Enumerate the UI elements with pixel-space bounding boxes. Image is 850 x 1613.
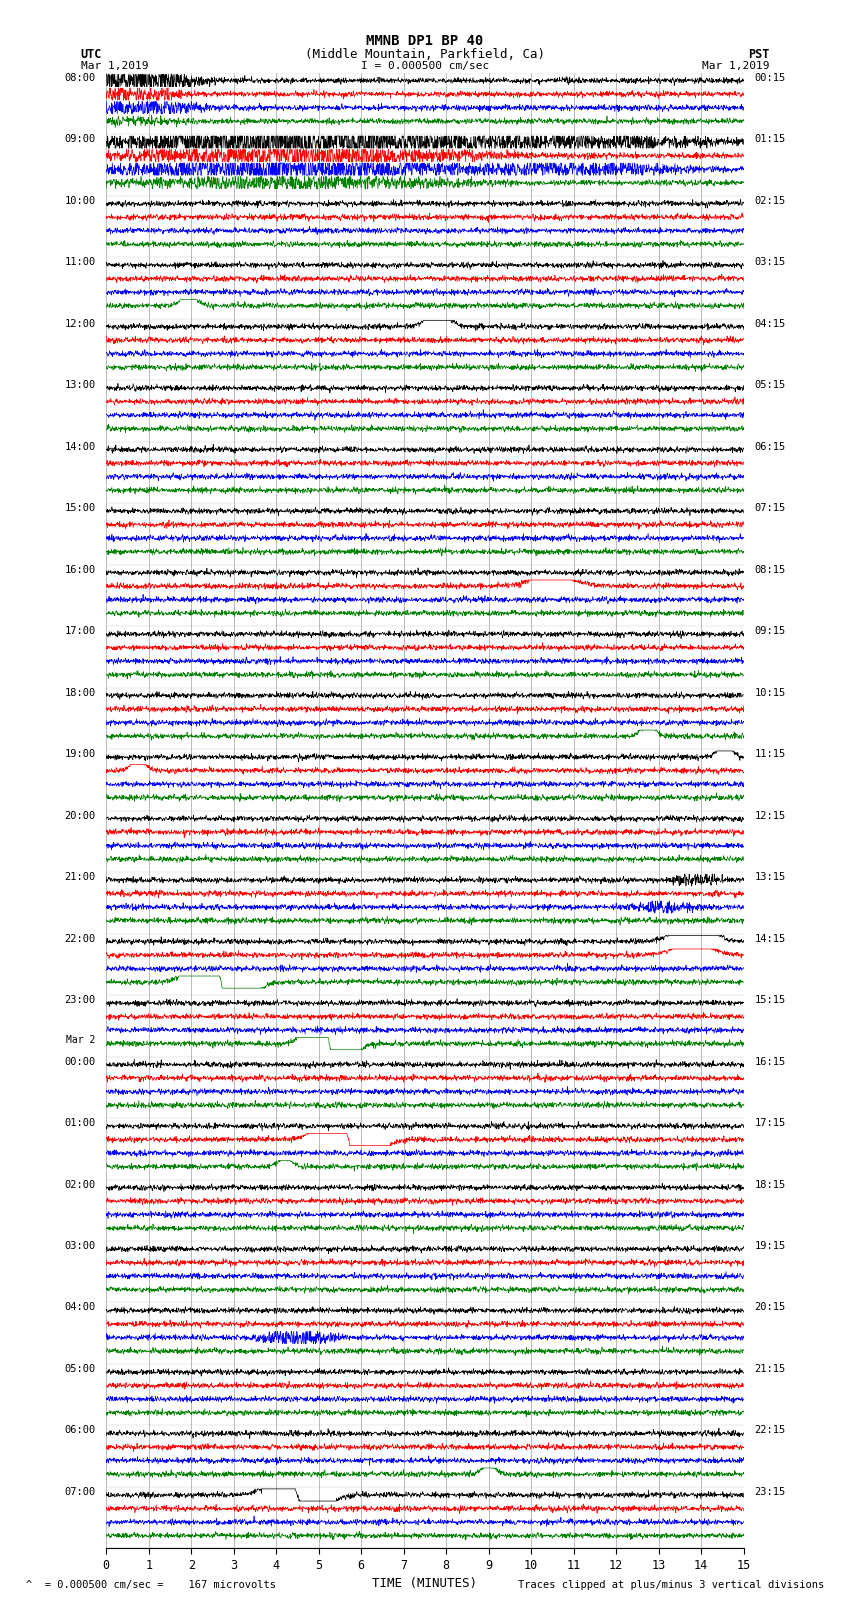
Text: 17:00: 17:00 — [65, 626, 95, 636]
Text: 08:15: 08:15 — [755, 565, 785, 574]
Text: Mar 1,2019: Mar 1,2019 — [81, 61, 148, 71]
Text: 07:00: 07:00 — [65, 1487, 95, 1497]
Text: 13:00: 13:00 — [65, 381, 95, 390]
Text: 12:00: 12:00 — [65, 319, 95, 329]
Text: 07:15: 07:15 — [755, 503, 785, 513]
Text: 05:15: 05:15 — [755, 381, 785, 390]
Text: MMNB DP1 BP 40: MMNB DP1 BP 40 — [366, 34, 484, 48]
Text: ^  = 0.000500 cm/sec =    167 microvolts: ^ = 0.000500 cm/sec = 167 microvolts — [26, 1581, 275, 1590]
Text: 03:15: 03:15 — [755, 256, 785, 268]
Text: Mar 1,2019: Mar 1,2019 — [702, 61, 769, 71]
Text: 00:00: 00:00 — [65, 1057, 95, 1066]
Text: 20:15: 20:15 — [755, 1303, 785, 1313]
Text: 22:00: 22:00 — [65, 934, 95, 944]
Text: 06:15: 06:15 — [755, 442, 785, 452]
Text: PST: PST — [748, 48, 769, 61]
Text: 21:15: 21:15 — [755, 1365, 785, 1374]
Text: 16:00: 16:00 — [65, 565, 95, 574]
Text: 10:00: 10:00 — [65, 195, 95, 205]
Text: 10:15: 10:15 — [755, 687, 785, 697]
Text: 19:00: 19:00 — [65, 748, 95, 760]
Text: 23:15: 23:15 — [755, 1487, 785, 1497]
Text: 16:15: 16:15 — [755, 1057, 785, 1066]
Text: 08:00: 08:00 — [65, 73, 95, 82]
Text: 23:00: 23:00 — [65, 995, 95, 1005]
Text: I = 0.000500 cm/sec: I = 0.000500 cm/sec — [361, 61, 489, 71]
Text: 09:00: 09:00 — [65, 134, 95, 144]
X-axis label: TIME (MINUTES): TIME (MINUTES) — [372, 1578, 478, 1590]
Text: 15:15: 15:15 — [755, 995, 785, 1005]
Text: 11:15: 11:15 — [755, 748, 785, 760]
Text: 15:00: 15:00 — [65, 503, 95, 513]
Text: 18:00: 18:00 — [65, 687, 95, 697]
Text: 04:15: 04:15 — [755, 319, 785, 329]
Text: 19:15: 19:15 — [755, 1240, 785, 1252]
Text: 12:15: 12:15 — [755, 810, 785, 821]
Text: 14:15: 14:15 — [755, 934, 785, 944]
Text: 00:15: 00:15 — [755, 73, 785, 82]
Text: 18:15: 18:15 — [755, 1179, 785, 1189]
Text: 06:00: 06:00 — [65, 1426, 95, 1436]
Text: 14:00: 14:00 — [65, 442, 95, 452]
Text: 21:00: 21:00 — [65, 873, 95, 882]
Text: 02:15: 02:15 — [755, 195, 785, 205]
Text: 13:15: 13:15 — [755, 873, 785, 882]
Text: 09:15: 09:15 — [755, 626, 785, 636]
Text: 22:15: 22:15 — [755, 1426, 785, 1436]
Text: UTC: UTC — [81, 48, 102, 61]
Text: 02:00: 02:00 — [65, 1179, 95, 1189]
Text: (Middle Mountain, Parkfield, Ca): (Middle Mountain, Parkfield, Ca) — [305, 48, 545, 61]
Text: 03:00: 03:00 — [65, 1240, 95, 1252]
Text: 20:00: 20:00 — [65, 810, 95, 821]
Text: 17:15: 17:15 — [755, 1118, 785, 1127]
Text: 04:00: 04:00 — [65, 1303, 95, 1313]
Text: Traces clipped at plus/minus 3 vertical divisions: Traces clipped at plus/minus 3 vertical … — [518, 1581, 824, 1590]
Text: 05:00: 05:00 — [65, 1365, 95, 1374]
Text: Mar 2: Mar 2 — [66, 1036, 95, 1045]
Text: 11:00: 11:00 — [65, 256, 95, 268]
Text: 01:15: 01:15 — [755, 134, 785, 144]
Text: 01:00: 01:00 — [65, 1118, 95, 1127]
